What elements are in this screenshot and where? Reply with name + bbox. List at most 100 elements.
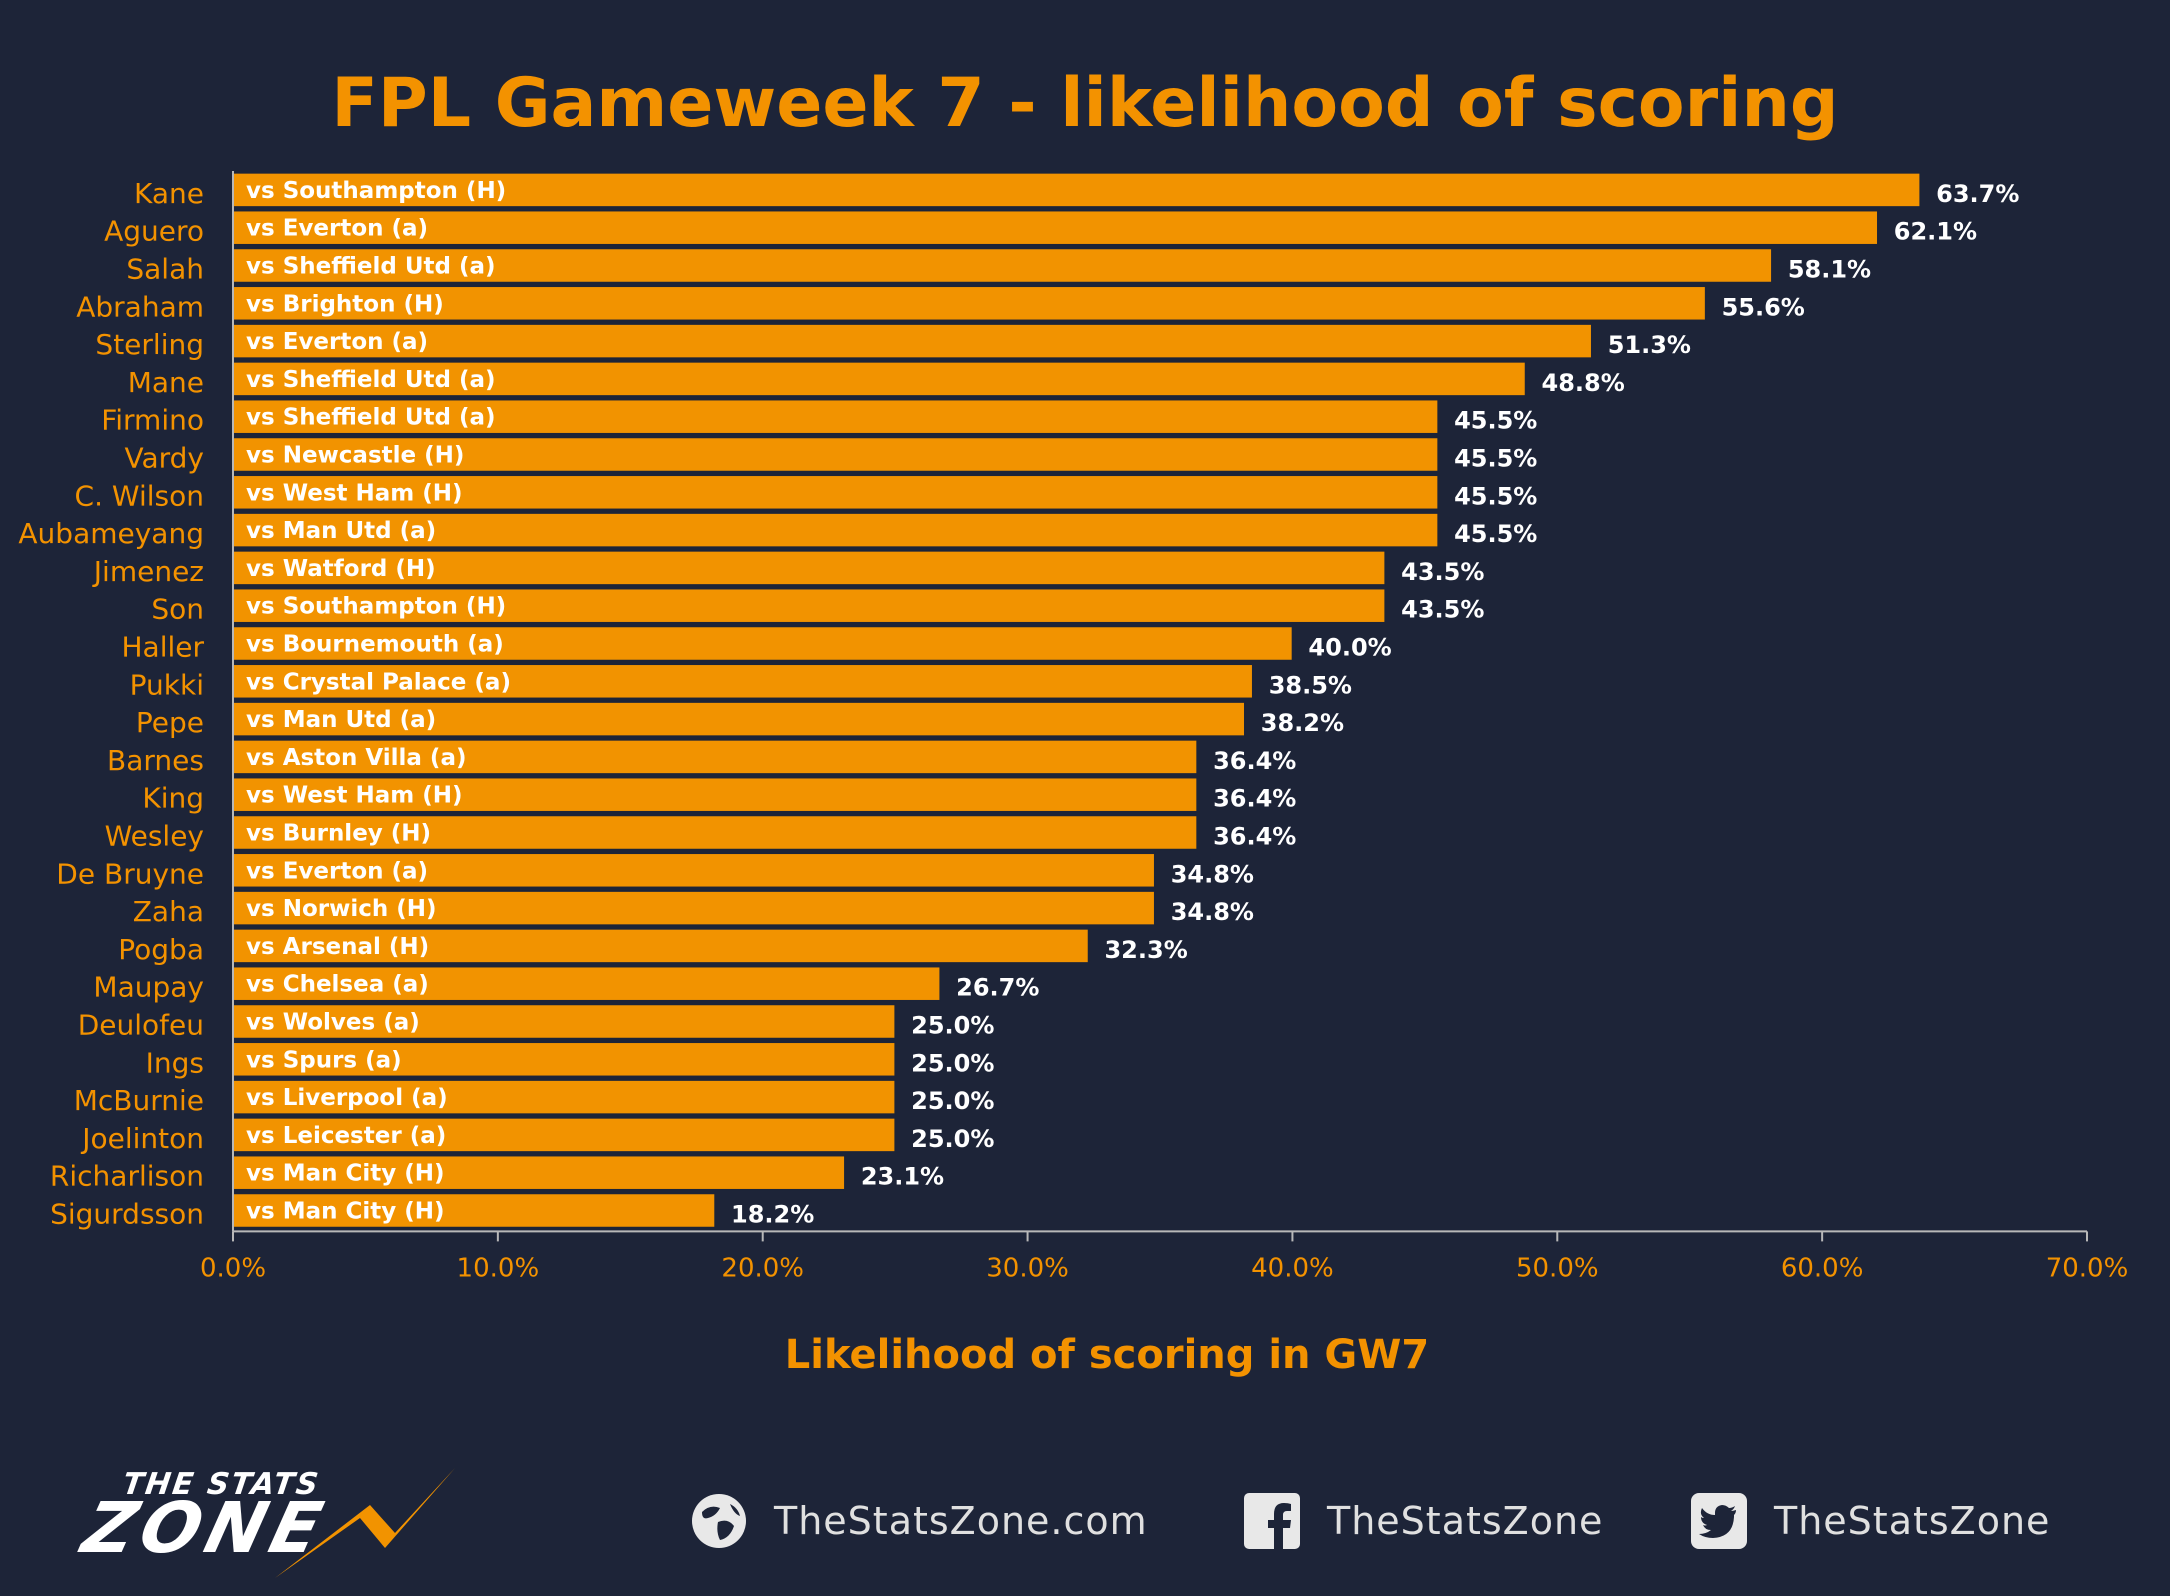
bar-fixture-label: vs Sheffield Utd (a) bbox=[246, 405, 496, 431]
x-tick-label: 10.0% bbox=[457, 1253, 540, 1283]
bar-fixture-label: vs Sheffield Utd (a) bbox=[246, 367, 496, 393]
x-tick-label: 70.0% bbox=[2046, 1253, 2129, 1283]
category-label: Sterling bbox=[95, 328, 204, 361]
bar bbox=[232, 1041, 896, 1078]
value-label: 36.4% bbox=[1213, 785, 1296, 813]
category-label: Mane bbox=[128, 366, 204, 399]
category-label: Pukki bbox=[130, 668, 204, 701]
x-axis: 0.0% 10.0% 20.0% 30.0% 40.0% 50.0% 60.0% 70.0% bbox=[200, 171, 2128, 1283]
footer: THE STATS ZONE TheStatsZone.com TheStats… bbox=[0, 1425, 2170, 1596]
value-label: 38.5% bbox=[1269, 671, 1352, 699]
bar-fixture-label: vs Wolves (a) bbox=[246, 1010, 420, 1036]
bar-fixture-label: vs Chelsea (a) bbox=[246, 972, 429, 998]
bar bbox=[232, 1192, 716, 1229]
bar bbox=[232, 172, 1921, 208]
bar-fixture-label: vs Sheffield Utd (a) bbox=[246, 254, 496, 280]
twitter-link[interactable]: TheStatsZone bbox=[1690, 1491, 2050, 1551]
bar-fixture-label: vs Crystal Palace (a) bbox=[246, 669, 511, 695]
value-label: 18.2% bbox=[731, 1201, 814, 1229]
value-label: 45.5% bbox=[1454, 407, 1537, 435]
value-label: 34.8% bbox=[1171, 860, 1254, 888]
category-label: Son bbox=[151, 593, 204, 626]
value-label: 25.0% bbox=[911, 1012, 994, 1040]
category-label: Maupay bbox=[93, 971, 204, 1004]
chart: FPL Gameweek 7 - likelihood of scoring K… bbox=[18, 64, 2128, 1378]
facebook-text: TheStatsZone bbox=[1327, 1499, 1604, 1543]
bar-fixture-label: vs Liverpool (a) bbox=[246, 1085, 448, 1111]
bar bbox=[232, 323, 1593, 359]
category-label: Joelinton bbox=[80, 1122, 204, 1155]
value-label: 58.1% bbox=[1788, 256, 1871, 284]
value-label: 32.3% bbox=[1104, 936, 1187, 964]
category-label: Wesley bbox=[105, 820, 204, 853]
value-label: 63.7% bbox=[1936, 180, 2019, 208]
value-label: 36.4% bbox=[1213, 747, 1296, 775]
bar bbox=[232, 1003, 896, 1040]
category-label: Firmino bbox=[101, 404, 204, 437]
bar-chart: FPL Gameweek 7 - likelihood of scoring K… bbox=[18, 64, 2128, 1378]
category-label: Kane bbox=[134, 177, 204, 210]
x-tick-label: 30.0% bbox=[986, 1253, 1069, 1283]
category-label: Haller bbox=[121, 631, 204, 664]
x-tick-label: 60.0% bbox=[1781, 1253, 1864, 1283]
value-label: 34.8% bbox=[1171, 898, 1254, 926]
bar bbox=[232, 1079, 896, 1115]
bar bbox=[232, 1117, 896, 1153]
bar-fixture-label: vs Spurs (a) bbox=[246, 1047, 402, 1073]
bar-fixture-label: vs West Ham (H) bbox=[246, 480, 463, 506]
bar-fixture-label: vs Arsenal (H) bbox=[246, 934, 429, 960]
bar bbox=[232, 436, 1439, 473]
value-label: 48.8% bbox=[1542, 369, 1625, 397]
bar bbox=[232, 361, 1527, 397]
value-label: 43.5% bbox=[1401, 558, 1484, 586]
bar bbox=[232, 625, 1294, 662]
value-label: 51.3% bbox=[1608, 331, 1691, 359]
category-label: Barnes bbox=[107, 744, 204, 777]
category-label: Deulofeu bbox=[78, 1009, 204, 1042]
bar-fixture-label: vs Aston Villa (a) bbox=[246, 745, 466, 771]
bar-fixture-label: vs Bournemouth (a) bbox=[246, 632, 504, 658]
category-label: Vardy bbox=[124, 442, 204, 475]
bars-group: Kane vs Southampton (H) 63.7% Aguero vs Ever… bbox=[18, 172, 2019, 1231]
website-link[interactable]: TheStatsZone.com bbox=[690, 1491, 1148, 1551]
category-label: McBurnie bbox=[74, 1084, 204, 1117]
bar bbox=[232, 247, 1773, 284]
bar bbox=[232, 701, 1246, 737]
facebook-link[interactable]: TheStatsZone bbox=[1243, 1491, 1603, 1551]
website-text: TheStatsZone.com bbox=[774, 1499, 1148, 1543]
x-tick-label: 50.0% bbox=[1516, 1253, 1599, 1283]
bar-fixture-label: vs Everton (a) bbox=[246, 858, 428, 884]
bar bbox=[232, 663, 1254, 700]
bar bbox=[232, 739, 1198, 775]
facebook-icon bbox=[1243, 1492, 1301, 1550]
category-label: Abraham bbox=[76, 290, 204, 323]
category-label: Aguero bbox=[104, 215, 204, 248]
logo-swoosh-icon bbox=[275, 1468, 455, 1578]
bar-fixture-label: vs Norwich (H) bbox=[246, 896, 437, 922]
bar bbox=[232, 398, 1439, 435]
value-label: 25.0% bbox=[911, 1125, 994, 1153]
bar-fixture-label: vs Leicester (a) bbox=[246, 1123, 446, 1149]
bar-fixture-label: vs Southampton (H) bbox=[246, 178, 506, 204]
bar-fixture-label: vs Newcastle (H) bbox=[246, 443, 464, 469]
category-label: Zaha bbox=[133, 895, 204, 928]
value-label: 55.6% bbox=[1722, 293, 1805, 321]
x-tick-label: 40.0% bbox=[1251, 1253, 1334, 1283]
category-label: Jimenez bbox=[92, 555, 204, 588]
value-label: 62.1% bbox=[1894, 218, 1977, 246]
category-label: C. Wilson bbox=[75, 479, 204, 512]
bar-fixture-label: vs Burnley (H) bbox=[246, 821, 431, 847]
category-label: Ings bbox=[146, 1046, 204, 1079]
value-label: 23.1% bbox=[861, 1163, 944, 1191]
stats-zone-logo: THE STATS ZONE bbox=[75, 1463, 465, 1578]
category-label: De Bruyne bbox=[56, 857, 204, 890]
bar bbox=[232, 776, 1198, 813]
twitter-text: TheStatsZone bbox=[1774, 1499, 2051, 1543]
category-label: Salah bbox=[126, 253, 204, 286]
bar-fixture-label: vs West Ham (H) bbox=[246, 783, 463, 809]
category-label: Pogba bbox=[118, 933, 204, 966]
value-label: 40.0% bbox=[1308, 634, 1391, 662]
bar-fixture-label: vs Man City (H) bbox=[246, 1199, 445, 1225]
category-label: Richarlison bbox=[50, 1160, 204, 1193]
x-tick-label: 0.0% bbox=[200, 1253, 266, 1283]
